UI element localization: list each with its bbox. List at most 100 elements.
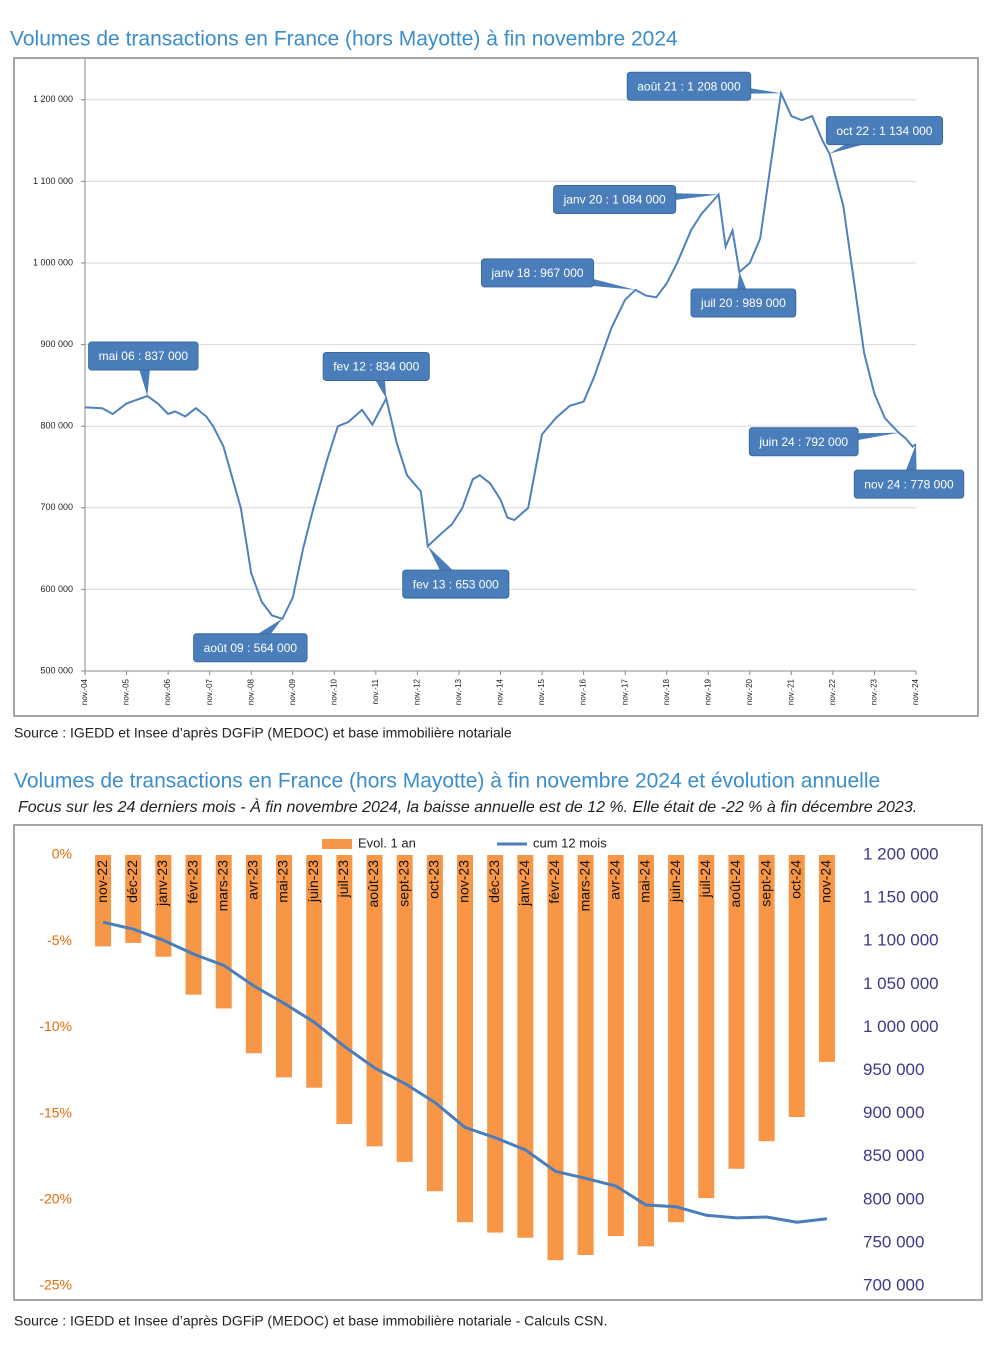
callout-box <box>88 341 199 371</box>
bar <box>155 855 172 957</box>
x-tick-label: août-23 <box>365 860 381 908</box>
x-tick-label: nov.-24 <box>911 678 920 705</box>
bar <box>457 855 473 1223</box>
y-tick-label: 1 200 000 <box>33 94 73 104</box>
callout-label: août 21 : 1 208 000 <box>637 79 741 93</box>
chart-title: Volumes de transactions en France (hors … <box>10 28 678 51</box>
bar <box>818 855 835 1062</box>
callout-box <box>480 258 595 288</box>
x-tick-label: mai-23 <box>275 860 291 903</box>
x-tick-label: sept-23 <box>395 860 411 907</box>
bar <box>125 855 142 943</box>
legend-swatch <box>322 839 352 849</box>
y-tick-label: 900 000 <box>40 339 73 349</box>
x-tick-label: nov.-12 <box>413 678 422 705</box>
y2-tick-label: 1 100 000 <box>863 931 939 950</box>
x-tick-label: nov.-17 <box>620 678 629 705</box>
chart-title: Volumes de transactions en France (hors … <box>14 770 880 793</box>
x-tick-label: nov.-08 <box>246 678 255 705</box>
x-tick-label: nov.-21 <box>786 678 795 705</box>
callout-box <box>853 469 965 499</box>
x-tick-label: mars-23 <box>214 860 230 912</box>
y-tick-label: 500 000 <box>40 665 73 675</box>
x-tick-label: avr-24 <box>607 860 623 900</box>
y-tick-label: 600 000 <box>40 584 73 594</box>
x-tick-label: juin-23 <box>305 860 321 903</box>
x-tick-label: août-24 <box>727 860 743 908</box>
x-tick-label: nov.-11 <box>371 678 380 704</box>
x-tick-label: nov.-15 <box>537 678 546 705</box>
bar <box>698 855 715 1199</box>
y2-tick-label: 700 000 <box>863 1275 924 1294</box>
x-tick-label: déc-22 <box>124 860 140 903</box>
x-tick-label: mars-24 <box>576 860 592 912</box>
x-tick-label: févr-24 <box>546 860 562 904</box>
callout-box <box>626 71 752 101</box>
callout-label: janv 20 : 1 084 000 <box>563 193 666 207</box>
y-tick-label: -5% <box>47 932 72 948</box>
x-tick-label: nov.-07 <box>205 678 214 705</box>
callout-label: juin 24 : 792 000 <box>758 435 848 449</box>
bar <box>577 855 594 1255</box>
bar <box>788 855 805 1118</box>
x-tick-label: nov.-14 <box>496 678 505 705</box>
callout-label: oct 22 : 1 134 000 <box>836 124 932 138</box>
y2-tick-label: 900 000 <box>863 1103 924 1122</box>
callout: fev 12 : 834 000 <box>322 351 430 399</box>
y2-tick-label: 750 000 <box>863 1232 924 1251</box>
x-tick-label: nov.-20 <box>745 678 754 705</box>
y2-tick-label: 850 000 <box>863 1146 924 1165</box>
bar <box>487 855 504 1233</box>
y-tick-label: 1 000 000 <box>33 257 73 267</box>
y-tick-label: -10% <box>39 1018 72 1034</box>
bar <box>426 855 443 1192</box>
bar <box>306 855 323 1088</box>
callout-label: janv 18 : 967 000 <box>490 266 583 280</box>
bar <box>668 855 685 1223</box>
callout: oct 22 : 1 134 000 <box>825 116 943 154</box>
x-tick-label: nov-22 <box>94 860 110 903</box>
bar <box>245 855 262 1054</box>
x-tick-label: juil-24 <box>697 860 713 899</box>
y2-tick-label: 1 150 000 <box>863 888 939 907</box>
bar <box>607 855 624 1237</box>
callout-box <box>748 427 859 457</box>
bar <box>758 855 775 1142</box>
callout-label: nov 24 : 778 000 <box>864 477 954 491</box>
y-tick-label: 1 100 000 <box>33 176 73 186</box>
y-tick-label: -15% <box>39 1104 72 1120</box>
callout: fev 13 : 653 000 <box>402 546 510 599</box>
callout-box <box>322 351 430 381</box>
callout: nov 24 : 778 000 <box>853 444 965 499</box>
x-tick-label: mai-24 <box>637 860 653 903</box>
x-tick-label: sept-24 <box>757 860 773 907</box>
y2-tick-label: 1 050 000 <box>863 974 939 993</box>
callout-box <box>402 569 510 599</box>
y2-tick-label: 1 000 000 <box>863 1017 939 1036</box>
x-tick-label: oct-23 <box>426 860 442 899</box>
bar <box>637 855 654 1247</box>
y-tick-label: 800 000 <box>40 421 73 431</box>
callout-label: juil 20 : 989 000 <box>700 296 786 310</box>
x-tick-label: nov.-05 <box>122 678 131 705</box>
callout-label: fev 12 : 834 000 <box>333 360 419 374</box>
bar <box>185 855 202 995</box>
bar <box>366 855 383 1147</box>
callout-box <box>825 116 943 146</box>
x-tick-label: nov.-10 <box>329 678 338 705</box>
chart-frame <box>13 824 983 1301</box>
callout-box <box>193 633 308 663</box>
x-tick-label: déc-23 <box>486 860 502 903</box>
x-tick-label: nov.-16 <box>579 678 588 705</box>
source: Source : IGEDD et Insee d’après DGFiP (M… <box>14 725 512 741</box>
chart-subtitle: Focus sur les 24 derniers mois - À fin n… <box>18 797 917 816</box>
bar <box>215 855 232 1009</box>
bar <box>336 855 353 1124</box>
legend-label: cum 12 mois <box>533 835 607 850</box>
x-tick-label: nov-23 <box>456 860 472 903</box>
x-tick-label: nov.-19 <box>703 678 712 705</box>
callout-label: fev 13 : 653 000 <box>413 577 499 591</box>
y2-tick-label: 1 200 000 <box>863 844 939 863</box>
x-tick-label: nov.-13 <box>454 678 463 705</box>
